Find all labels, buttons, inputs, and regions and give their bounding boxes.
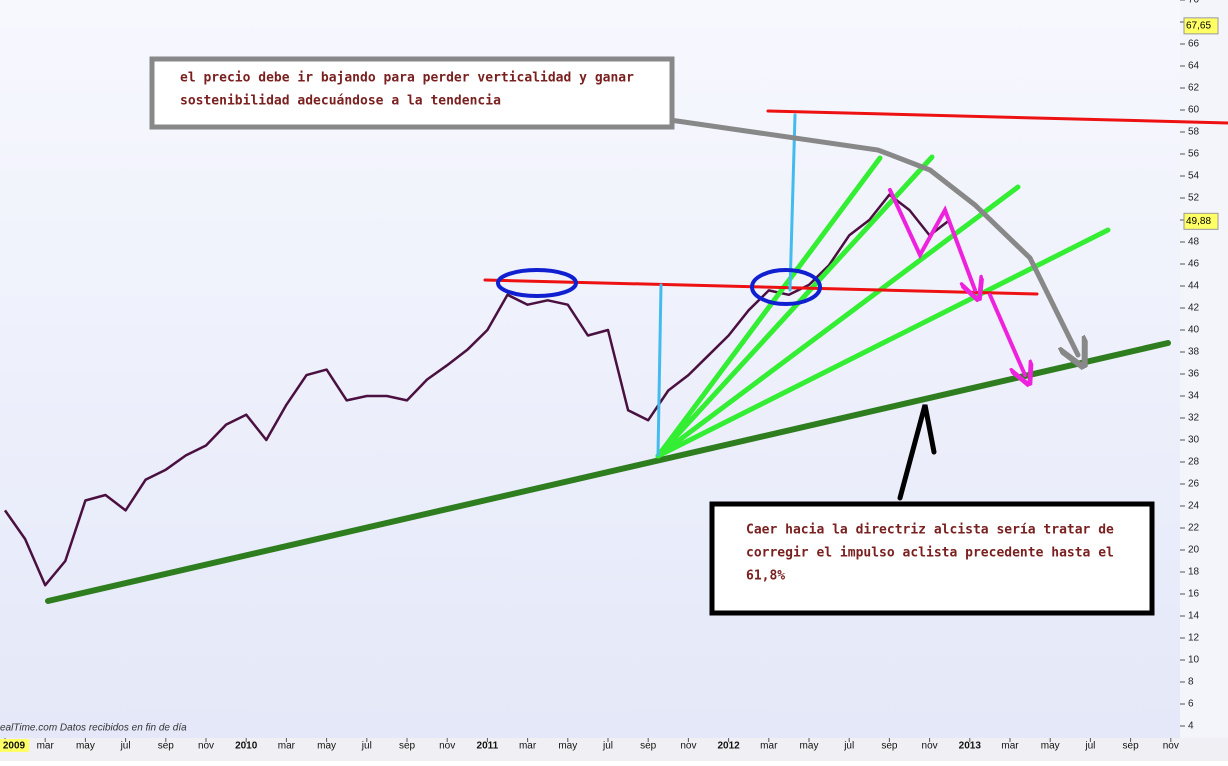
x-axis-bg [0, 738, 1228, 761]
y-tick-label: 8 [1188, 677, 1194, 688]
x-tick-label: mar [519, 741, 537, 752]
y-tick-label: 56 [1188, 149, 1200, 160]
y-tick-label: 38 [1188, 347, 1200, 358]
y-tick-label: 62 [1188, 83, 1200, 94]
y-tick-label: 28 [1188, 457, 1200, 468]
fan-line [655, 154, 935, 459]
y-tick-label: 16 [1188, 589, 1200, 600]
y-tick-label: 48 [1188, 237, 1200, 248]
x-tick-label: jul [843, 741, 854, 752]
x-tick-label: nov [922, 741, 938, 752]
x-tick-label: jul [361, 741, 372, 752]
projection-line [788, 113, 797, 292]
support-line [45, 340, 1171, 604]
price-line [3, 193, 951, 587]
highlight-ellipse [750, 268, 822, 306]
x-tick-label: may [317, 741, 336, 752]
x-tick-label: nov [198, 741, 214, 752]
x-tick-label: sep [399, 741, 416, 752]
y-tick-label: 14 [1188, 611, 1200, 622]
x-tick-label: jul [1084, 741, 1095, 752]
footer: ealTime.com Datos recibidos en fin de dí… [0, 723, 187, 734]
x-tick-label: may [1041, 741, 1060, 752]
drawings [45, 56, 1228, 616]
y-tick-label: 30 [1188, 435, 1200, 446]
highlight-ellipse [496, 268, 578, 298]
note-text: el precio debe ir bajando para perder ve… [180, 71, 634, 86]
y-tick-label: 42 [1188, 303, 1200, 314]
y-tick-label: 12 [1188, 633, 1200, 644]
x-tick-label: 2011 [477, 741, 499, 752]
y-tick-label: 34 [1188, 391, 1200, 402]
y-tick-label: 4 [1188, 721, 1194, 732]
y-tick-label: 10 [1188, 655, 1200, 666]
y-tick-label: 64 [1188, 61, 1200, 72]
x-tick-label: may [558, 741, 577, 752]
x-tick-label: sep [640, 741, 657, 752]
price-label-bg [1183, 17, 1219, 35]
x-tick-label: mar [37, 741, 55, 752]
x-tick-label: mar [760, 741, 778, 752]
y-tick-label: 46 [1188, 259, 1200, 270]
x-tick-label: may [76, 741, 95, 752]
x-tick-label: sep [158, 741, 175, 752]
price-label: 67,65 [1186, 20, 1211, 31]
projection-arrow [667, 117, 1078, 355]
x-tick-label: nov [1163, 741, 1179, 752]
y-tick-label: 44 [1188, 281, 1200, 292]
note-box [709, 501, 1155, 616]
x-tick-label: 2013 [959, 741, 982, 752]
fan-line [655, 184, 1021, 459]
note-box [149, 56, 675, 130]
y-tick-label: 20 [1188, 545, 1200, 556]
y-tick-label: 6 [1188, 699, 1194, 710]
projection-line [656, 283, 663, 457]
y-tick-label: 32 [1188, 413, 1200, 424]
price-label-bg [1183, 212, 1219, 230]
x-tick-label: mar [278, 741, 296, 752]
note-text: Caer hacia la directriz alcista sería tr… [746, 523, 1114, 538]
y-tick-label: 60 [1188, 105, 1200, 116]
y-tick-label: 18 [1188, 567, 1200, 578]
note-text: corregir el impulso aclista precedente h… [746, 546, 1114, 561]
y-tick-label: 58 [1188, 127, 1200, 138]
y-tick-label: 36 [1188, 369, 1200, 380]
y-tick-label: 24 [1188, 501, 1200, 512]
projection-arrow [988, 293, 1025, 375]
y-tick-label: 40 [1188, 325, 1200, 336]
price-label: 49,88 [1186, 216, 1211, 227]
x-tick-label: 2012 [717, 741, 740, 752]
note-text: sostenibilidad adecuándose a la tendenci… [180, 94, 501, 109]
x-label-bg [0, 739, 29, 752]
y-tick-label: 26 [1188, 479, 1200, 490]
resistance-line [766, 109, 1228, 125]
note-text: 61,8% [746, 569, 785, 584]
projection-arrow [888, 188, 975, 290]
y-tick-label: 66 [1188, 39, 1200, 50]
x-tick-label: 2010 [235, 741, 258, 752]
x-tick-label: nov [680, 741, 696, 752]
x-tick-label: sep [1123, 741, 1140, 752]
x-tick-label: jul [602, 741, 613, 752]
fan-line [655, 155, 883, 459]
y-tick-label: 22 [1188, 523, 1200, 534]
x-tick-label: sep [881, 741, 898, 752]
y-tick-label: 70 [1188, 0, 1200, 6]
x-tick-label: 2009 [3, 741, 26, 752]
y-tick-label: 54 [1188, 171, 1200, 182]
y-tick-label: 52 [1188, 193, 1200, 204]
x-tick-label: mar [1001, 741, 1019, 752]
x-tick-label: nov [439, 741, 455, 752]
pointer-arrow [897, 404, 937, 501]
x-tick-label: jul [120, 741, 131, 752]
x-tick-label: may [800, 741, 819, 752]
